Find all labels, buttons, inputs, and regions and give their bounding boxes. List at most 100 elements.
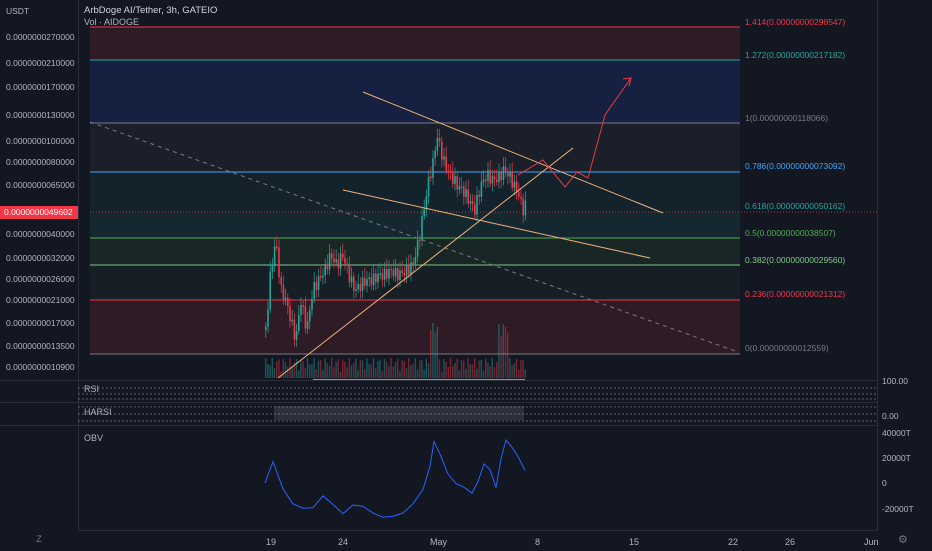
volume-bar [394,362,397,378]
fib-zone [90,60,740,123]
price-tick: 0.0000000080000 [6,157,75,167]
price-tick: 0.0000000065000 [6,180,75,190]
candle-body [337,259,340,269]
candle-body [342,253,344,258]
pane-separator[interactable] [0,425,878,426]
volume-bar [381,370,383,378]
volume-bar [487,362,489,378]
candle-body [513,181,516,188]
volume-bar [289,358,291,378]
price-tick: 0.0000000170000 [6,82,75,92]
right-axis[interactable]: 100.00 0.00 40000T 20000T 0 -20000T [877,0,932,530]
main-chart[interactable] [78,0,878,530]
pane-separator[interactable] [0,380,878,381]
price-tick: 0.0000000210000 [6,58,75,68]
candles [265,128,527,348]
volume-bar [304,368,306,378]
volume-bar [443,359,445,378]
trendline-support [277,147,574,379]
volume-bar [333,367,335,378]
price-tick: 0.0000000010900 [6,362,75,372]
candle-body [515,181,518,193]
rsi-label[interactable]: RSI [84,384,100,394]
candle-body [315,282,318,290]
volume-bar [434,332,436,378]
candle-body [432,158,434,178]
candle-body [482,179,485,182]
trendline-lower [342,189,651,259]
obv-tick: 0 [882,478,887,488]
candle-body [507,172,509,177]
candle-body [306,321,309,329]
volume-bar [353,363,355,378]
volume-bar [425,358,427,378]
volume-bar [441,371,443,378]
candle-body [335,259,337,263]
fib-zone [90,27,740,60]
candle-body [368,277,370,280]
candle-body [346,263,348,266]
auto-scale-icon[interactable]: Z [36,534,42,544]
candle-body [304,306,307,329]
volume-bar [357,370,359,378]
fib-label: 0.786(0.00000000073092) [745,161,846,171]
symbol-legend[interactable]: ArbDoge AI/Tether, 3h, GATEIO [84,5,218,16]
candle-body [265,326,267,330]
volume-bar [458,370,460,378]
volume-bar [498,324,500,378]
volume-bar [295,358,298,378]
candle-body [434,150,436,159]
volume-bar [513,363,515,378]
volume-bar [315,369,317,378]
candle-body [366,279,368,286]
volume-bar [313,358,315,378]
candle-body [454,176,456,184]
time-tick: 8 [535,537,541,547]
volume-bar [401,359,403,378]
candle-body [267,309,269,327]
candle-body [350,276,353,283]
candle-body [476,194,478,215]
candle-body [443,156,445,160]
fib-zone [90,265,740,300]
price-tick: 0.0000000017000 [6,318,75,328]
volume-legend[interactable]: Vol · AIDOGE [84,17,140,27]
volume-bar [432,323,434,378]
obv-line [264,438,526,518]
obv-label[interactable]: OBV [84,433,104,443]
obv-pane[interactable] [78,426,878,530]
volume-bar [509,358,511,378]
candle-body [502,166,505,181]
pane-separator[interactable] [0,402,878,403]
candle-body [447,170,450,173]
candle-body [357,283,359,290]
rsi-pane[interactable] [78,381,878,402]
price-tick: 0.0000000013500 [6,341,75,351]
candle-body [500,172,502,181]
candle-body [309,309,311,322]
volume-bar [397,358,399,378]
candle-body [394,268,397,277]
volume-bar [328,365,331,378]
candle-body [524,200,527,216]
volume-bar [322,370,324,378]
time-axis[interactable]: 19 24 May 8 15 22 26 Jun [78,530,879,551]
volume-bar [522,360,524,378]
harsi-label[interactable]: HARSI [84,407,112,417]
candle-body [392,269,395,277]
candle-body [441,141,443,160]
fib-zone [90,212,740,238]
candle-body [463,186,465,197]
candle-body [375,273,377,283]
volume-bar [293,362,295,378]
volume-bar [359,360,361,378]
gear-icon[interactable]: ⚙ [898,534,908,546]
candle-body [465,189,467,197]
volume-bar [392,366,394,378]
candle-body [361,277,364,291]
candle-body [478,194,480,197]
harsi-pane[interactable] [78,403,878,425]
candle-body [339,253,342,269]
volume-bar [460,359,463,378]
price-axis[interactable]: USDT 0.0000000270000 0.0000000210000 0.0… [0,0,79,530]
